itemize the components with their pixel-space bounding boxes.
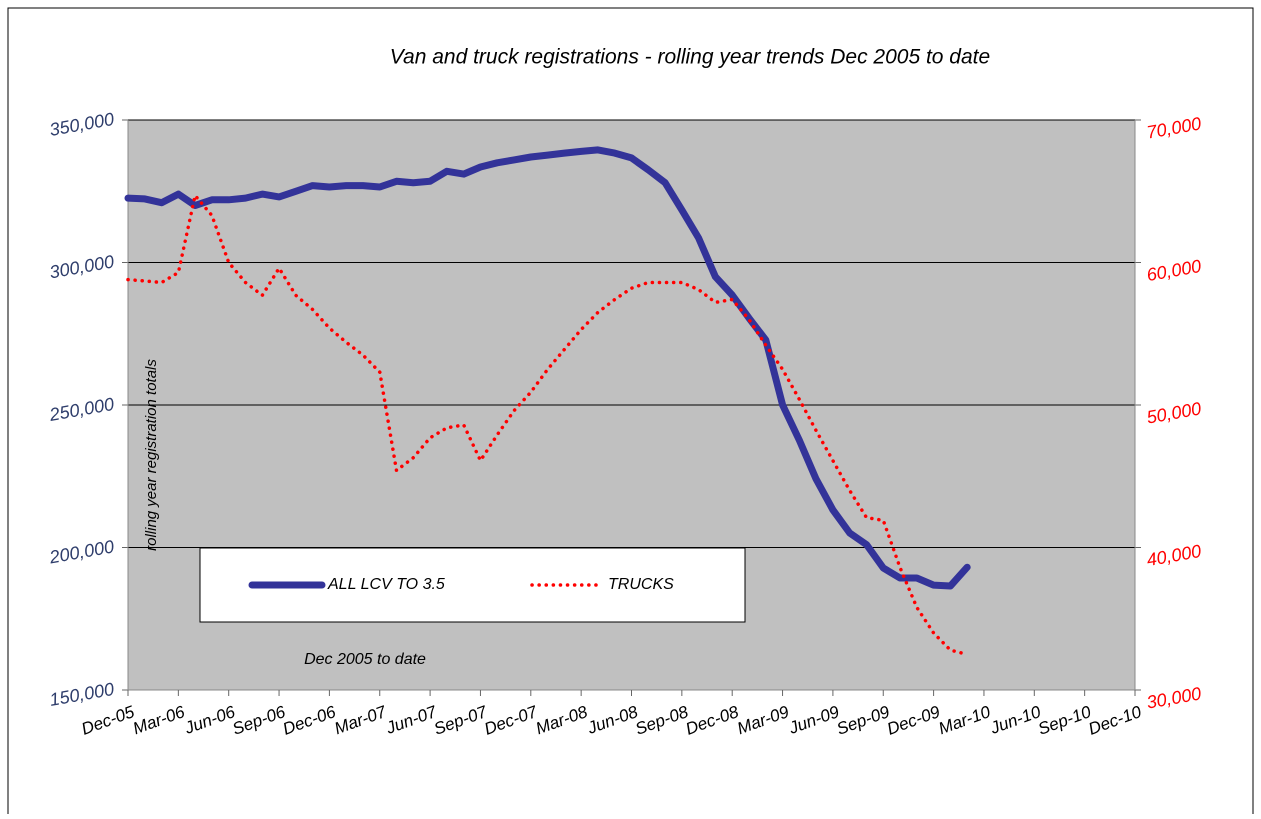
legend-label: ALL LCV TO 3.5 — [327, 576, 445, 593]
annotation: Dec 2005 to date — [304, 651, 426, 668]
y-axis-label: rolling year registration totals — [143, 359, 160, 551]
legend-box — [199, 547, 746, 623]
chart-title: Van and truck registrations - rolling ye… — [390, 46, 990, 69]
series-line — [124, 146, 971, 590]
legend-label: TRUCKS — [608, 576, 674, 593]
